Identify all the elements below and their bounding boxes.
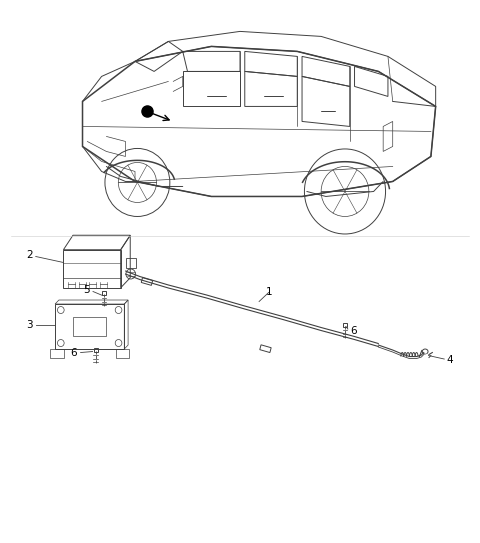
- Bar: [141, 277, 153, 286]
- Bar: [260, 345, 271, 352]
- Text: 6: 6: [350, 325, 357, 336]
- Text: 6: 6: [71, 348, 77, 357]
- Text: 4: 4: [447, 355, 453, 365]
- Text: 3: 3: [26, 320, 32, 330]
- Text: 5: 5: [83, 285, 90, 295]
- Text: 1: 1: [265, 287, 272, 296]
- Text: 2: 2: [26, 250, 32, 261]
